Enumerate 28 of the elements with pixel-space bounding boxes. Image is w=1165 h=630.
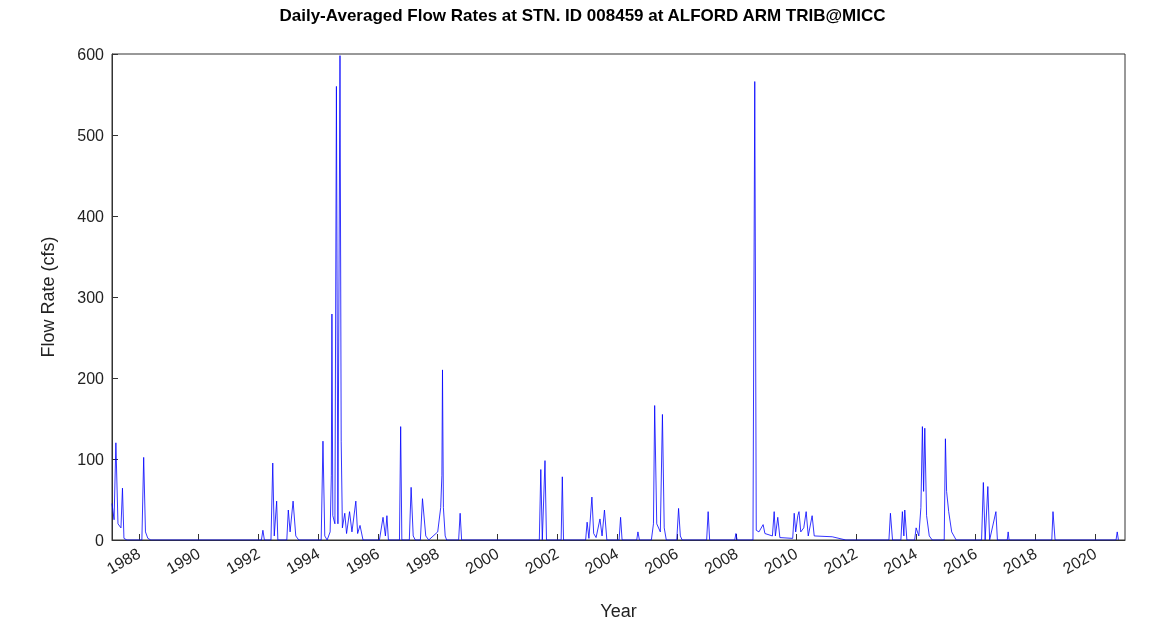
x-tick-label: 2020 (1060, 544, 1100, 578)
x-tick-label: 2000 (462, 544, 502, 578)
y-tick-label: 200 (77, 369, 105, 387)
chart-title: Daily-Averaged Flow Rates at STN. ID 008459 at ALFORD ARM TRIB@MICC (279, 6, 886, 25)
x-tick-label: 2012 (821, 544, 861, 578)
x-tick-label: 2004 (581, 544, 622, 578)
x-tick-label: 1992 (223, 544, 263, 578)
x-tick-label: 1994 (283, 544, 323, 578)
y-tick-label: 400 (77, 207, 105, 225)
x-tick-label: 2006 (641, 544, 682, 578)
x-tick-label: 1998 (402, 544, 443, 578)
x-tick-label: 2016 (940, 544, 980, 578)
x-tick-label: 2008 (701, 544, 741, 578)
x-tick-label: 1990 (163, 544, 203, 578)
x-axis-title: Year (600, 601, 637, 621)
y-tick-label: 100 (77, 450, 105, 468)
y-tick-label: 0 (95, 531, 105, 549)
line-series (111, 55, 1119, 541)
x-tick-label: 1996 (342, 544, 383, 578)
y-tick-label: 600 (77, 45, 105, 63)
x-tick-label: 2010 (761, 544, 801, 578)
x-tick-label: 1988 (103, 544, 144, 578)
y-axis-title: Flow Rate (cfs) (38, 236, 58, 358)
x-tick-label: 2014 (880, 544, 921, 578)
x-tick-label: 2018 (1000, 544, 1040, 578)
x-tick-label: 2002 (522, 544, 562, 578)
y-tick-label: 500 (77, 126, 105, 144)
y-tick-label: 300 (77, 288, 105, 306)
